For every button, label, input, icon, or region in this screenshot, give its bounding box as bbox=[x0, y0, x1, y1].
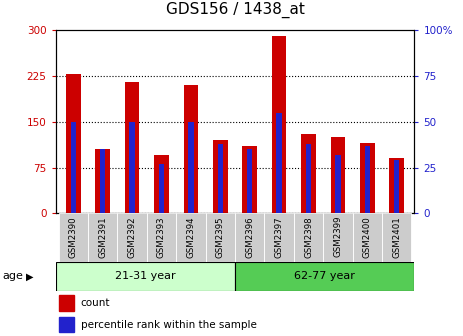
Bar bbox=[56, 262, 235, 291]
Text: percentile rank within the sample: percentile rank within the sample bbox=[81, 320, 257, 330]
Bar bbox=[235, 213, 264, 262]
Bar bbox=[360, 143, 375, 213]
Text: GSM2395: GSM2395 bbox=[216, 216, 225, 258]
Bar bbox=[88, 213, 117, 262]
Bar bbox=[125, 82, 139, 213]
Bar bbox=[353, 213, 382, 262]
Bar bbox=[117, 213, 147, 262]
Bar bbox=[159, 164, 164, 213]
Text: GSM2401: GSM2401 bbox=[392, 216, 401, 258]
Bar bbox=[306, 144, 311, 213]
Text: GSM2400: GSM2400 bbox=[363, 216, 372, 258]
Bar bbox=[100, 149, 105, 213]
Bar bbox=[323, 213, 353, 262]
Text: ▶: ▶ bbox=[26, 271, 34, 281]
Bar bbox=[301, 134, 316, 213]
Bar bbox=[206, 213, 235, 262]
Bar bbox=[176, 213, 206, 262]
Text: count: count bbox=[81, 298, 110, 308]
Bar bbox=[294, 213, 323, 262]
Bar bbox=[129, 122, 135, 213]
Bar bbox=[394, 160, 400, 213]
Text: GDS156 / 1438_at: GDS156 / 1438_at bbox=[166, 2, 304, 18]
Bar bbox=[235, 262, 414, 291]
Text: GSM2394: GSM2394 bbox=[186, 216, 195, 258]
Bar bbox=[59, 317, 74, 332]
Bar bbox=[331, 137, 345, 213]
Text: GSM2390: GSM2390 bbox=[69, 216, 78, 258]
Text: GSM2391: GSM2391 bbox=[98, 216, 107, 258]
Bar bbox=[247, 149, 252, 213]
Bar bbox=[382, 213, 412, 262]
Bar bbox=[154, 155, 169, 213]
Bar bbox=[335, 155, 341, 213]
Bar bbox=[58, 213, 88, 262]
Text: GSM2397: GSM2397 bbox=[275, 216, 284, 258]
Bar bbox=[188, 122, 194, 213]
Bar bbox=[365, 145, 370, 213]
Bar bbox=[389, 158, 404, 213]
Bar bbox=[272, 36, 287, 213]
Bar bbox=[70, 122, 76, 213]
Text: GSM2399: GSM2399 bbox=[333, 216, 343, 257]
Text: GSM2393: GSM2393 bbox=[157, 216, 166, 258]
Bar bbox=[242, 146, 257, 213]
Bar bbox=[276, 113, 282, 213]
Bar bbox=[95, 149, 110, 213]
Bar bbox=[66, 74, 81, 213]
Bar bbox=[183, 85, 198, 213]
Bar bbox=[218, 144, 223, 213]
Bar bbox=[59, 295, 74, 310]
Text: GSM2392: GSM2392 bbox=[127, 216, 137, 258]
Bar bbox=[264, 213, 294, 262]
Text: age: age bbox=[2, 271, 23, 281]
Bar bbox=[147, 213, 176, 262]
Text: GSM2396: GSM2396 bbox=[245, 216, 254, 258]
Text: 21-31 year: 21-31 year bbox=[115, 271, 175, 281]
Text: 62-77 year: 62-77 year bbox=[294, 271, 355, 281]
Text: GSM2398: GSM2398 bbox=[304, 216, 313, 258]
Bar bbox=[213, 140, 228, 213]
